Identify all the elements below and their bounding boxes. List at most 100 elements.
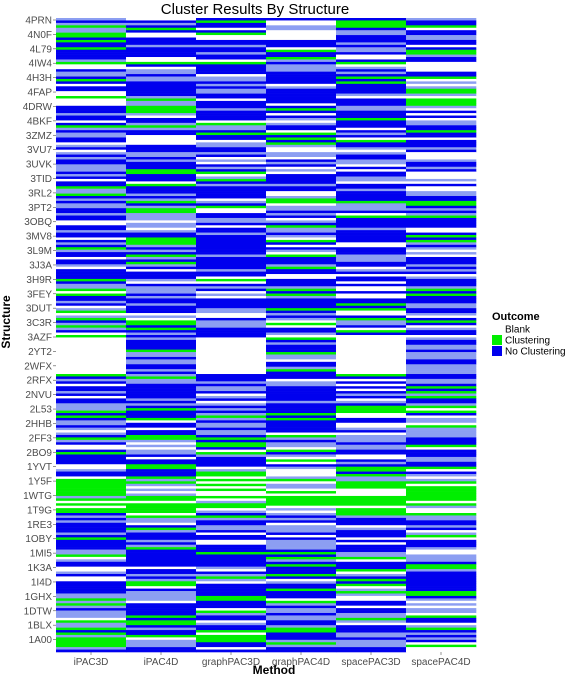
heatmap-cell [266, 171, 337, 175]
heatmap-cell [196, 127, 267, 131]
heatmap-cell [266, 278, 337, 282]
heatmap-cell [266, 178, 337, 182]
heatmap-cell [56, 452, 127, 455]
heatmap-cell [126, 164, 197, 168]
heatmap-cell [126, 174, 197, 177]
y-axis-title: Structure [0, 295, 13, 349]
heatmap-cell [406, 200, 477, 204]
heatmap-cell [196, 96, 267, 99]
heatmap-cell [266, 595, 337, 599]
heatmap-cell [196, 247, 267, 250]
heatmap-cell [336, 235, 407, 238]
heatmap-cell [406, 149, 477, 153]
heatmap-cell [56, 486, 127, 489]
heatmap-cell [266, 403, 337, 407]
heatmap-cell [336, 605, 407, 609]
heatmap-cell [406, 132, 477, 136]
heatmap-cell [406, 308, 477, 311]
heatmap-cell [196, 144, 267, 148]
heatmap-cell [266, 364, 337, 367]
heatmap-cell [336, 327, 407, 331]
heatmap-cell [56, 115, 127, 119]
heatmap-cell [126, 291, 197, 294]
heatmap-cell [126, 544, 197, 548]
heatmap-cell [406, 513, 477, 516]
heatmap-cell [336, 125, 407, 129]
heatmap-cell [56, 254, 127, 258]
heatmap-cell [126, 20, 197, 24]
heatmap-cell [406, 515, 477, 519]
heatmap-cell [196, 81, 267, 85]
heatmap-cell [406, 571, 477, 575]
heatmap-cell [266, 254, 337, 258]
y-tick-label: 2FF3 [29, 433, 53, 444]
heatmap-cell [56, 313, 127, 316]
heatmap-cell [266, 598, 337, 602]
heatmap-cell [56, 566, 127, 570]
x-axis-ticks: iPAC3D iPAC4D graphPAC3D graphPAC4D spacePAC… [74, 652, 471, 668]
heatmap-cell [196, 269, 267, 272]
heatmap-cell [336, 147, 407, 150]
y-tick-label: 3MV8 [26, 232, 53, 243]
heatmap-cell [196, 537, 267, 541]
heatmap-cell [266, 303, 337, 307]
heatmap-cell [406, 398, 477, 402]
y-tick-label: 2YT2 [28, 347, 52, 358]
heatmap-cell [196, 554, 267, 558]
heatmap-cell [266, 230, 337, 233]
heatmap-cell [336, 547, 407, 550]
heatmap-cell [266, 369, 337, 372]
heatmap-cell [406, 405, 477, 409]
heatmap-cell [126, 391, 197, 394]
heatmap-cell [266, 227, 337, 231]
heatmap-cell [406, 76, 477, 80]
heatmap-cell [266, 147, 337, 150]
heatmap-cell [406, 476, 477, 480]
heatmap-cell [56, 625, 127, 628]
heatmap-cell [406, 639, 477, 643]
heatmap-cell [336, 520, 407, 524]
heatmap-cell [406, 169, 477, 172]
heatmap-cell [336, 549, 407, 553]
heatmap-cell [336, 81, 407, 85]
heatmap-cell [266, 559, 337, 563]
heatmap-cell [406, 520, 477, 524]
heatmap-cell [126, 125, 197, 129]
heatmap-cell [266, 154, 337, 158]
heatmap-cell [266, 266, 337, 270]
heatmap-cell [266, 283, 337, 287]
heatmap-cell [196, 244, 267, 248]
heatmap-cell [56, 447, 127, 450]
heatmap-cell [336, 135, 407, 138]
heatmap-cell [336, 32, 407, 36]
heatmap-cell [406, 115, 477, 119]
heatmap-cell [126, 115, 197, 119]
heatmap-cell [126, 461, 197, 465]
heatmap-cell [126, 342, 197, 346]
heatmap-cell [196, 447, 267, 450]
heatmap-cell [406, 64, 477, 68]
heatmap-cell [266, 332, 337, 336]
heatmap-cell [336, 244, 407, 248]
heatmap-cell [266, 464, 337, 467]
heatmap-cell [406, 247, 477, 250]
heatmap-cell [336, 71, 407, 75]
heatmap-cell [56, 530, 127, 533]
heatmap-cell [266, 88, 337, 92]
heatmap-cell [336, 225, 407, 229]
heatmap-cell [56, 293, 127, 297]
heatmap-cell [266, 132, 337, 136]
heatmap-cell [126, 113, 197, 116]
heatmap-cell [196, 405, 267, 409]
heatmap-cell [406, 637, 477, 641]
heatmap-cell [126, 69, 197, 72]
heatmap-cell [196, 388, 267, 392]
heatmap-cell [336, 117, 407, 121]
heatmap-cell [336, 105, 407, 109]
heatmap-cell [336, 247, 407, 250]
heatmap-cell [406, 52, 477, 55]
heatmap-cell [406, 120, 477, 124]
heatmap-cell [126, 473, 197, 477]
x-tick-label: graphPAC3D [202, 657, 260, 668]
heatmap-cell [126, 100, 197, 104]
